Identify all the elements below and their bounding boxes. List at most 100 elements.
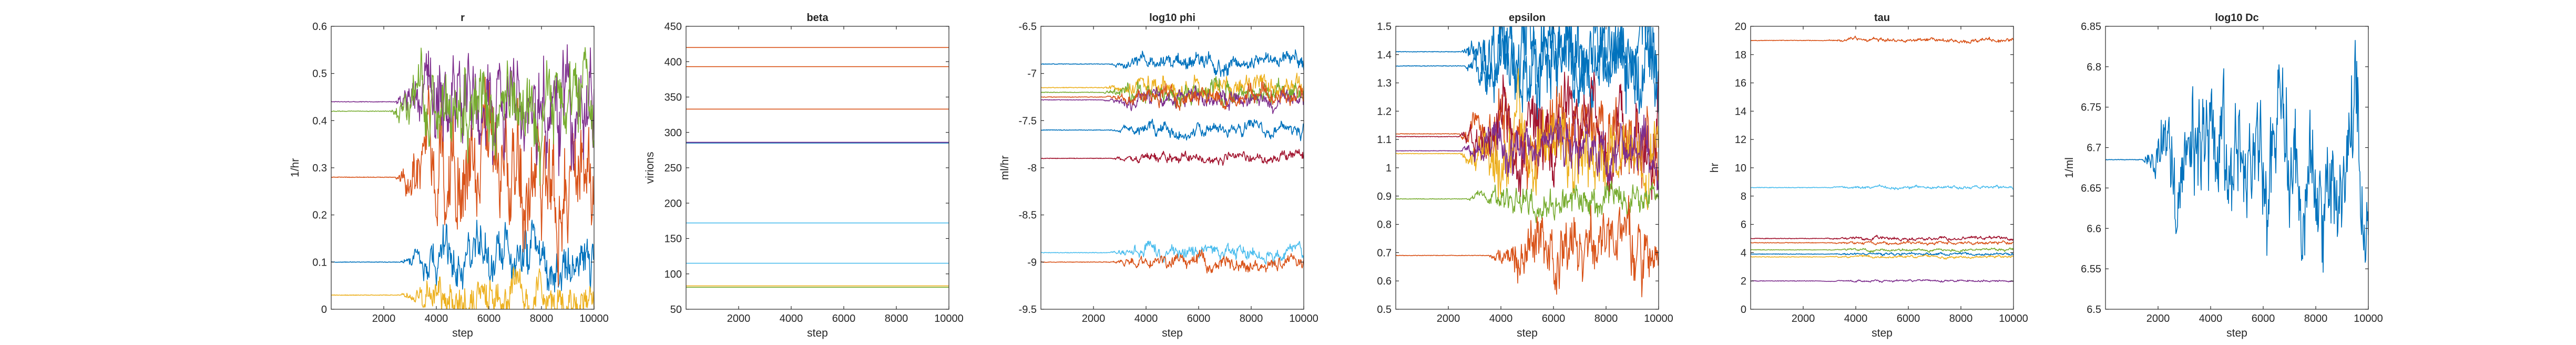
y-tick-label: 8 — [1741, 191, 1746, 202]
panel-2: 2000 4000 6000 8000 10000 -9.5 -9 -8.5 -8 -7.5 -7 -… — [999, 12, 1318, 339]
y-tick-label: 0.4 — [312, 115, 327, 127]
x-tick-label: 10000 — [2354, 313, 2383, 324]
y-tick-label: 1.3 — [1377, 78, 1392, 89]
series-line-0 — [1396, 26, 1659, 121]
y-tick-label: 1.5 — [1377, 21, 1392, 33]
y-tick-label: 0.1 — [312, 257, 327, 268]
y-tick-label: 150 — [665, 234, 682, 245]
y-tick-label: 0.5 — [1377, 304, 1392, 316]
x-tick-label: 6000 — [832, 313, 856, 324]
x-tick-label: 6000 — [1187, 313, 1211, 324]
series-line-6 — [1396, 180, 1659, 224]
axes-box — [2105, 26, 2369, 310]
x-tick-label: 2000 — [1792, 313, 1815, 324]
y-axis-label: 1/ml — [2063, 157, 2076, 178]
y-tick-label: -7.5 — [1019, 115, 1037, 127]
y-axis-label: hr — [1709, 163, 1721, 173]
x-axis-label: step — [1162, 327, 1183, 339]
y-tick-label: 20 — [1735, 21, 1746, 33]
traces — [686, 47, 949, 288]
x-tick-label: 10000 — [1999, 313, 2028, 324]
y-tick-label: 0.7 — [1377, 247, 1392, 259]
x-tick-label: 6000 — [1897, 313, 1920, 324]
series-line-3 — [1041, 85, 1304, 114]
y-tick-label: 200 — [665, 198, 682, 209]
series-line-4 — [1041, 81, 1304, 111]
panel-1: 2000 4000 6000 8000 10000 50 100 150 200 250 300 35… — [644, 12, 964, 339]
y-tick-label: 6.7 — [2087, 143, 2101, 154]
x-tick-label: 2000 — [372, 313, 396, 324]
y-tick-label: 6.75 — [2081, 102, 2101, 114]
series-line-4 — [331, 47, 594, 186]
x-tick-label: 4000 — [1134, 313, 1158, 324]
series-line-5 — [1041, 118, 1304, 141]
y-tick-label: 16 — [1735, 78, 1746, 89]
y-axis-label: virions — [644, 152, 656, 184]
series-line-7 — [1396, 195, 1659, 298]
y-tick-label: -8 — [1027, 163, 1037, 174]
y-tick-label: 1.2 — [1377, 106, 1392, 117]
y-tick-label: 12 — [1735, 134, 1746, 146]
x-tick-label: 10000 — [579, 313, 609, 324]
y-tick-label: 4 — [1741, 247, 1746, 259]
x-tick-label: 10000 — [1289, 313, 1318, 324]
x-tick-label: 2000 — [2146, 313, 2170, 324]
x-tick-label: 8000 — [1949, 313, 1973, 324]
series-line-1 — [1396, 26, 1659, 118]
panel-title: epsilon — [1509, 12, 1546, 24]
x-tick-label: 8000 — [2304, 313, 2328, 324]
series-line-4 — [1751, 247, 2013, 253]
series-line-8 — [1041, 249, 1304, 274]
x-tick-label: 2000 — [1082, 313, 1106, 324]
y-tick-label: 300 — [665, 127, 682, 139]
series-line-3 — [331, 44, 594, 176]
panel-title: beta — [806, 12, 829, 24]
traces — [1041, 49, 1304, 274]
series-line-1 — [331, 76, 594, 287]
x-tick-label: 8000 — [530, 313, 554, 324]
y-tick-label: 0.2 — [312, 210, 327, 221]
x-tick-label: 6000 — [2252, 313, 2275, 324]
x-tick-label: 2000 — [1437, 313, 1460, 324]
y-tick-label: 6.5 — [2087, 304, 2101, 316]
panel-title: log10 phi — [1149, 12, 1195, 24]
x-tick-label: 8000 — [1240, 313, 1263, 324]
x-tick-label: 8000 — [885, 313, 908, 324]
series-line-7 — [1751, 279, 2013, 283]
axes-box — [331, 26, 595, 310]
y-tick-label: 14 — [1735, 106, 1746, 117]
series-line-2 — [331, 267, 594, 309]
panel-0: 2000 4000 6000 8000 10000 0 0.1 0.2 0.3 0.4 0.5 0.6… — [289, 12, 609, 339]
x-tick-label: 4000 — [780, 313, 803, 324]
axes-box — [686, 26, 949, 310]
series-line-7 — [1041, 240, 1304, 265]
y-tick-label: -6.5 — [1019, 21, 1037, 33]
series-line-1 — [1751, 184, 2013, 190]
series-line-0 — [1041, 49, 1304, 77]
x-tick-label: 8000 — [1594, 313, 1618, 324]
traces — [331, 44, 594, 309]
panel-3: 2000 4000 6000 8000 10000 0.5 0.6 0.7 0.8 0.9 1 1.1… — [1377, 12, 1673, 339]
y-tick-label: 0.6 — [1377, 276, 1392, 287]
y-tick-label: 2 — [1741, 276, 1746, 287]
y-tick-label: 0.8 — [1377, 219, 1392, 231]
x-tick-label: 6000 — [1542, 313, 1566, 324]
y-tick-label: 0.9 — [1377, 191, 1392, 202]
series-line-6 — [1041, 149, 1304, 166]
x-tick-label: 4000 — [425, 313, 448, 324]
y-tick-label: 100 — [665, 269, 682, 280]
panel-5: 2000 4000 6000 8000 10000 6.5 6.55 6.6 6.65 6.7 6.… — [2063, 12, 2383, 339]
y-tick-label: 6.8 — [2087, 62, 2101, 73]
series-line-2 — [1396, 85, 1659, 190]
y-tick-label: 18 — [1735, 49, 1746, 61]
panel-4: 2000 4000 6000 8000 10000 0 2 4 6 8 10 12 14 16 18 20 ta… — [1709, 12, 2028, 339]
x-axis-label: step — [1872, 327, 1893, 339]
y-tick-label: 350 — [665, 92, 682, 104]
series-line-1 — [1041, 73, 1304, 100]
y-tick-label: 0 — [321, 304, 327, 316]
y-tick-label: 400 — [665, 56, 682, 68]
y-tick-label: 50 — [670, 304, 682, 316]
x-tick-label: 4000 — [1489, 313, 1513, 324]
y-tick-label: 6 — [1741, 219, 1746, 231]
series-line-6 — [1751, 254, 2013, 260]
